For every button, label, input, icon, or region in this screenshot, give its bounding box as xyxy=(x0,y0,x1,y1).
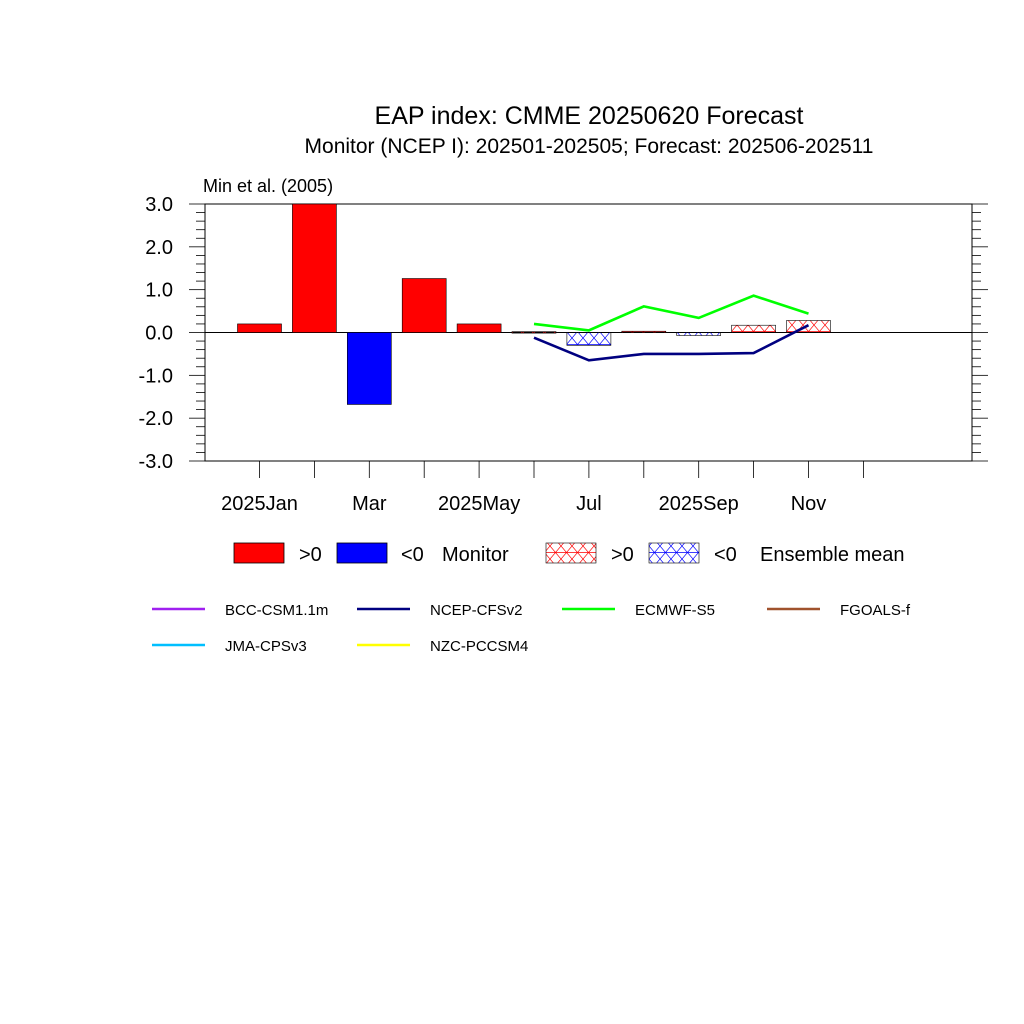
legend-monitor-positive-label: >0 xyxy=(299,544,322,566)
legend-ensemble-negative-swatch xyxy=(648,542,700,564)
bars xyxy=(237,203,831,405)
monitor-bar xyxy=(456,323,502,333)
legend-monitor-negative-label: <0 xyxy=(401,544,424,566)
ensemble-mean-bar xyxy=(511,331,557,334)
x-tick-label: Nov xyxy=(791,493,827,515)
model-legend-label: ECMWF-S5 xyxy=(635,602,715,619)
x-tick-label: 2025Jan xyxy=(221,493,298,515)
y-tick-label: 2.0 xyxy=(145,237,173,259)
legend-ensemble-positive-label: >0 xyxy=(611,544,634,566)
y-tick-label: 0.0 xyxy=(145,323,173,345)
legend-monitor-negative-swatch xyxy=(336,542,388,564)
ensemble-mean-bar xyxy=(731,324,776,333)
y-tick-label: 1.0 xyxy=(145,280,173,302)
series-line-ecmwf-s5 xyxy=(533,294,809,332)
monitor-bar xyxy=(401,278,447,333)
legend-ensemble-positive-swatch xyxy=(545,542,597,564)
model-lines xyxy=(533,294,810,362)
corner-label: Min et al. (2005) xyxy=(203,176,333,196)
y-tick-label: -3.0 xyxy=(139,451,173,473)
legend-ensemble-negative-label: <0 xyxy=(714,544,737,566)
x-tick-label: Mar xyxy=(352,493,387,515)
x-tick-label: Jul xyxy=(576,493,602,515)
legend-monitor-label: Monitor xyxy=(442,544,509,566)
x-tick-labels: 2025Jan Mar 2025May Jul 2025Sep Nov xyxy=(221,493,826,515)
y-tick-label: -1.0 xyxy=(139,365,173,387)
model-legend: BCC-CSM1.1m NCEP-CFSv2 ECMWF-S5 FGOALS-f JMA… xyxy=(152,602,911,655)
model-legend-label: NZC-PCCSM4 xyxy=(430,638,528,655)
legend-top: >0 <0 Monitor >0 <0 Ensemble mean xyxy=(233,542,905,566)
model-legend-label: NCEP-CFSv2 xyxy=(430,602,523,619)
monitor-bar xyxy=(292,203,337,333)
ensemble-mean-bar xyxy=(566,332,612,346)
chart-title: EAP index: CMME 20250620 Forecast xyxy=(375,102,804,130)
model-legend-label: JMA-CPSv3 xyxy=(225,638,307,655)
model-legend-label: FGOALS-f xyxy=(840,602,911,619)
y-tick-label: 3.0 xyxy=(145,194,173,216)
legend-monitor-positive-swatch xyxy=(233,542,285,564)
ensemble-mean-bar xyxy=(676,332,722,336)
chart-subtitle: Monitor (NCEP I): 202501-202505; Forecas… xyxy=(305,135,874,158)
x-tick-label: 2025Sep xyxy=(659,493,739,515)
model-legend-label: BCC-CSM1.1m xyxy=(225,602,328,619)
monitor-bar xyxy=(237,323,282,333)
y-tick-label: -2.0 xyxy=(139,408,173,430)
ensemble-mean-bar xyxy=(621,330,667,334)
legend-ensemble-label: Ensemble mean xyxy=(760,544,905,566)
series-line-ncep-cfsv2 xyxy=(533,324,810,362)
monitor-bar xyxy=(346,332,392,405)
y-tick-labels: 3.0 2.0 1.0 0.0 -1.0 -2.0 -3.0 xyxy=(139,194,173,473)
x-tick-label: 2025May xyxy=(438,493,520,515)
